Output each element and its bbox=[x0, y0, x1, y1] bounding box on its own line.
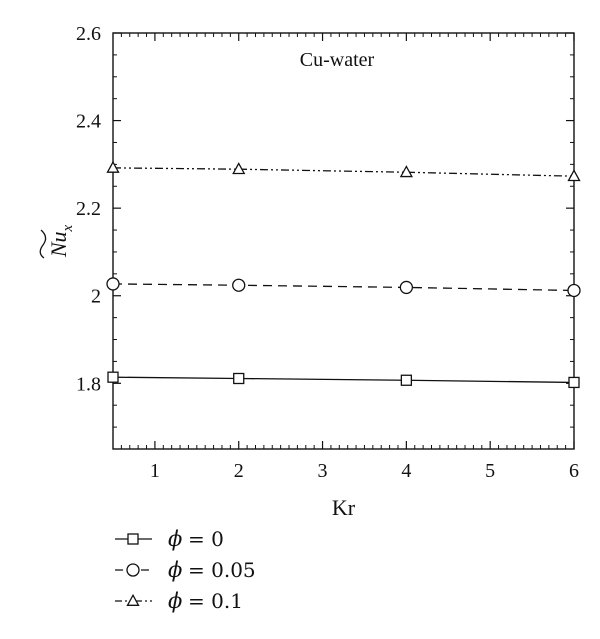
x-tick-label: 5 bbox=[485, 460, 495, 482]
x-tick-label: 2 bbox=[234, 460, 244, 482]
legend-symbol: ϕ bbox=[168, 558, 182, 582]
x-tick-label: 6 bbox=[569, 460, 579, 482]
data-point-square bbox=[568, 376, 580, 389]
data-point-square bbox=[233, 372, 245, 385]
y-tick-label: 1.8 bbox=[76, 373, 101, 395]
tilde-icon bbox=[39, 229, 47, 259]
legend-label: = 0.05 bbox=[188, 558, 256, 582]
legend-symbol: ϕ bbox=[168, 589, 182, 613]
legend-label: = 0 bbox=[188, 527, 224, 551]
legend-label: = 0.1 bbox=[188, 589, 243, 613]
data-point-triangle bbox=[232, 162, 246, 175]
annotation-cu-water: Cu-water bbox=[300, 49, 375, 71]
data-point-circle bbox=[106, 277, 120, 291]
y-tick-label: 2 bbox=[91, 286, 101, 308]
x-tick-label: 4 bbox=[401, 460, 411, 482]
data-point-circle bbox=[567, 283, 581, 298]
data-point-square bbox=[400, 374, 413, 386]
x-tick-label: 1 bbox=[150, 460, 160, 482]
x-tick-label: 3 bbox=[318, 460, 328, 482]
plot-frame bbox=[112, 32, 575, 450]
series-line-triangle bbox=[112, 167, 575, 177]
data-point-triangle bbox=[106, 160, 120, 173]
legend-marker-circle bbox=[126, 563, 140, 577]
data-point-circle bbox=[399, 280, 414, 295]
legend-marker-square bbox=[127, 533, 139, 545]
data-point-circle bbox=[232, 278, 246, 292]
y-axis-label: Nux bbox=[39, 224, 76, 259]
y-axis-label-text: Nux bbox=[46, 224, 76, 258]
legend-marker-triangle bbox=[126, 593, 140, 606]
legend-symbol: ϕ bbox=[168, 527, 182, 551]
data-point-square bbox=[107, 371, 119, 383]
data-point-triangle bbox=[399, 165, 413, 178]
data-point-triangle bbox=[567, 169, 581, 182]
y-tick-label: 2.4 bbox=[76, 111, 101, 133]
series-line-circle bbox=[112, 283, 575, 292]
series-line-square bbox=[112, 376, 575, 384]
y-tick-label: 2.2 bbox=[76, 198, 101, 220]
x-axis-label: Kr bbox=[332, 495, 356, 520]
y-tick-label: 2.6 bbox=[76, 23, 101, 45]
